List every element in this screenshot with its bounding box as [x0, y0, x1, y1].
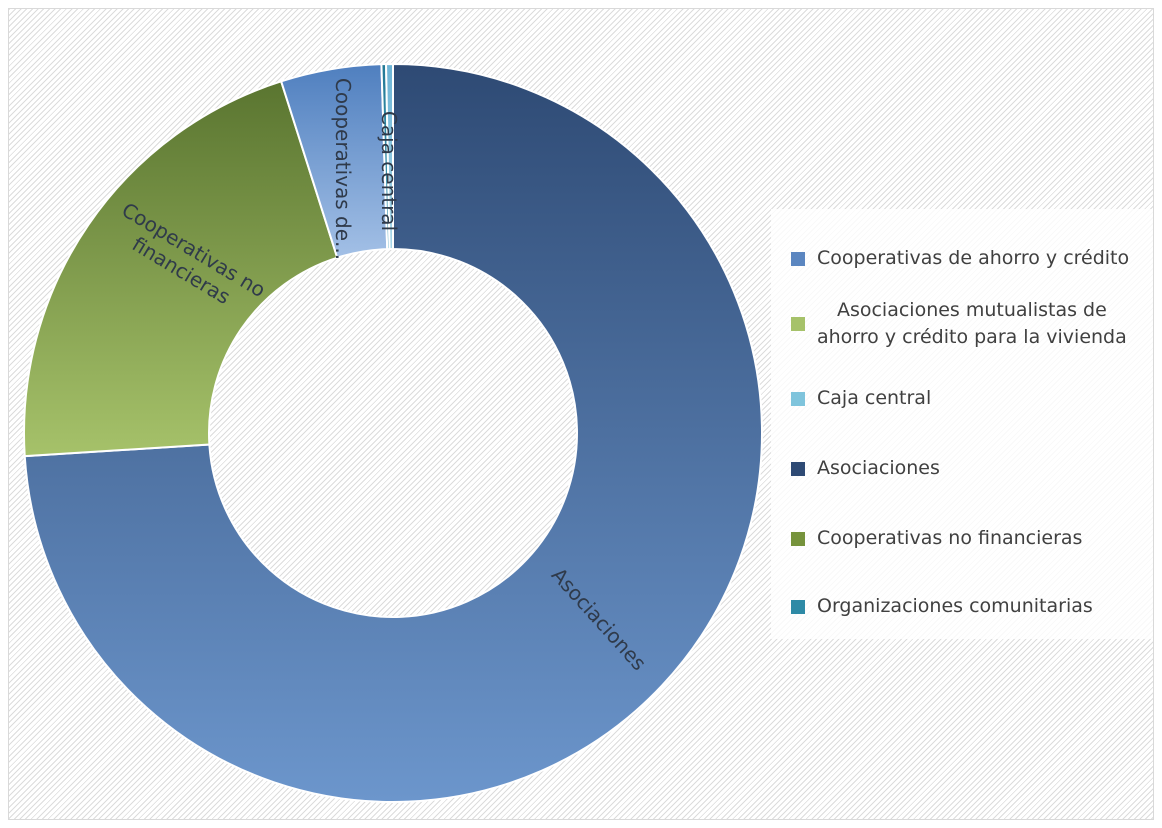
legend-label: Asociaciones [817, 457, 940, 479]
legend-label: Cooperativas no financieras [817, 527, 1083, 549]
donut-slice-asociaciones [23, 62, 763, 803]
legend-swatch [791, 251, 805, 266]
legend-label-line: Asociaciones mutualistas de [836, 299, 1107, 321]
chart-legend: Cooperativas de ahorro y crédito Asociac… [771, 209, 1153, 639]
legend-item-cooperativas-no-financieras: Cooperativas no financieras [791, 525, 1147, 552]
slice-label-cooperativas-de-ahorro-y-cr-dito: Cooperativas de... [331, 78, 355, 260]
legend-item-caja-central: Caja central [791, 385, 1147, 412]
legend-swatch [791, 531, 805, 546]
legend-label: Asociaciones mutualistas de ahorro y cré… [817, 297, 1127, 351]
legend-label: Organizaciones comunitarias [817, 595, 1093, 617]
legend-swatch [791, 461, 805, 476]
legend-label: Caja central [817, 387, 932, 409]
legend-swatch [791, 391, 805, 406]
legend-swatch [791, 599, 805, 614]
chart-area: Asociaciones Cooperativas nofinancieras Co… [8, 8, 1154, 820]
donut-slices [23, 62, 763, 803]
legend-item-cooperativas-ahorro-credito: Cooperativas de ahorro y crédito [791, 245, 1147, 272]
legend-swatch [791, 317, 805, 331]
legend-label: Cooperativas de ahorro y crédito [817, 247, 1130, 269]
slice-label-caja-central: Caja central [377, 111, 401, 231]
legend-item-asociaciones: Asociaciones [791, 455, 1147, 482]
donut-slice-caja-central [385, 62, 394, 251]
legend-item-organizaciones-comunitarias: Organizaciones comunitarias [791, 593, 1147, 620]
donut-slice-cooperativas-no-financieras [23, 80, 339, 458]
legend-label-line: ahorro y crédito para la vivienda [817, 326, 1127, 348]
legend-item-asociaciones-mutualistas: Asociaciones mutualistas de ahorro y cré… [791, 297, 1147, 351]
